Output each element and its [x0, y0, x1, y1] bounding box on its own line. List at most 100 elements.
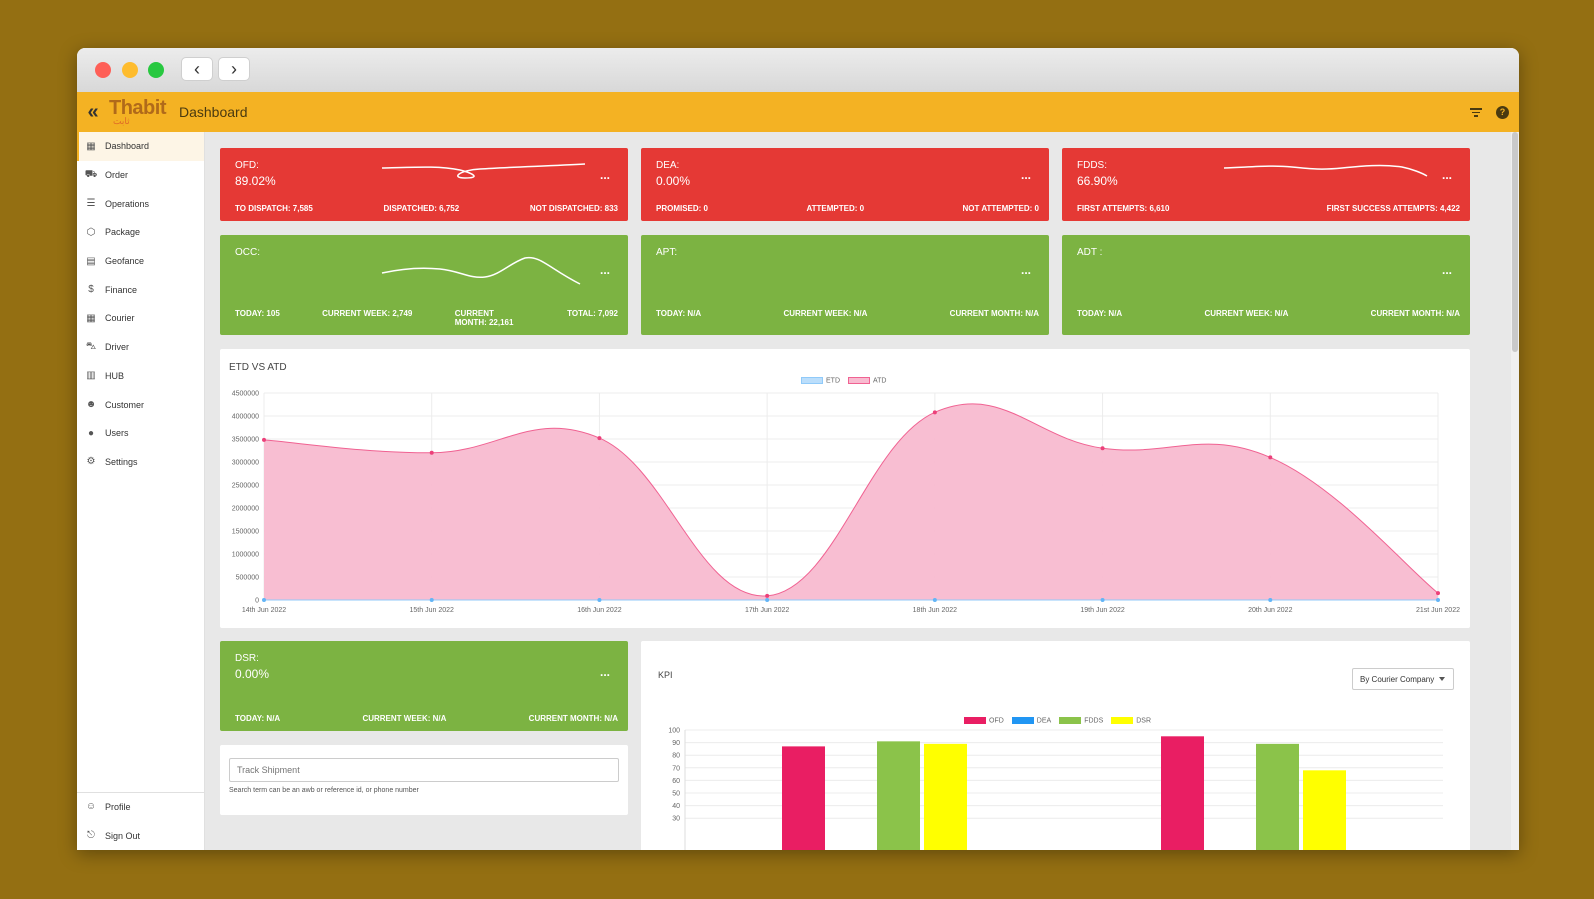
- y-tick-label: 50: [672, 791, 680, 798]
- bar-dsr[interactable]: [924, 743, 967, 850]
- bar-ofd[interactable]: [1161, 736, 1204, 850]
- legend-etd[interactable]: ETD: [801, 377, 840, 384]
- atd-point[interactable]: [429, 450, 434, 455]
- sidebar-item-sign-out[interactable]: ⎋ Sign Out: [77, 821, 204, 850]
- filter-icon[interactable]: [1470, 107, 1482, 117]
- sidebar-item-label: Geofance: [105, 256, 145, 267]
- dashboard-icon: ▦: [86, 140, 96, 152]
- legend-fdds[interactable]: FDDS: [1059, 717, 1103, 724]
- y-tick-label: 4500000: [232, 391, 259, 398]
- etd-point[interactable]: [1436, 598, 1440, 602]
- sidebar-item-settings[interactable]: ⚙ Settings: [77, 448, 204, 477]
- back-button[interactable]: ‹: [181, 57, 213, 81]
- close-window-button[interactable]: [95, 62, 111, 78]
- forward-button[interactable]: ›: [218, 57, 250, 81]
- sidebar-item-users[interactable]: ● Users: [77, 419, 204, 448]
- fdds-sparkline: [1223, 164, 1428, 177]
- fdds-more-button[interactable]: ...: [1441, 168, 1452, 182]
- sidebar-item-package[interactable]: ⬡ Package: [77, 218, 204, 247]
- x-tick-label: 19th Jun 2022: [1080, 607, 1124, 614]
- atd-point[interactable]: [765, 593, 770, 598]
- window-titlebar: ‹ ›: [77, 48, 1519, 92]
- sidebar-item-driver[interactable]: ⛍ Driver: [77, 333, 204, 362]
- etd-point[interactable]: [262, 598, 266, 602]
- occ-title: OCC:: [235, 247, 260, 258]
- box-icon: ⬡: [86, 226, 96, 238]
- apt-title: APT:: [656, 247, 678, 258]
- atd-point[interactable]: [1100, 446, 1105, 451]
- thabit-logo[interactable]: Thabit ثابت: [107, 94, 171, 130]
- adt-stat-current-month: CURRENT MONTH: N/A: [1370, 309, 1460, 318]
- sidebar-item-courier[interactable]: ▦ Courier: [77, 304, 204, 333]
- etd-atd-legend: ETD ATD: [801, 377, 886, 384]
- page-title: Dashboard: [179, 104, 248, 120]
- occ-more-button[interactable]: ...: [599, 263, 610, 277]
- dsr-more-button[interactable]: ...: [599, 665, 610, 679]
- sidebar-item-operations[interactable]: ☰ Operations: [77, 189, 204, 218]
- y-tick-label: 500000: [236, 575, 259, 582]
- dea-more-button[interactable]: ...: [1020, 168, 1031, 182]
- bar-fdds[interactable]: [877, 741, 920, 850]
- dea-card: DEA: 0.00% ... PROMISED: 0 ATTEMPTED: 0 …: [641, 148, 1049, 221]
- legend-atd[interactable]: ATD: [848, 377, 886, 384]
- dea-stat-attempted: ATTEMPTED: 0: [806, 204, 865, 213]
- etd-point[interactable]: [932, 598, 937, 602]
- etd-point[interactable]: [1100, 598, 1105, 602]
- help-icon[interactable]: ?: [1496, 105, 1509, 119]
- people-icon: ☻: [85, 399, 97, 411]
- sidebar-item-hub[interactable]: ▥ HUB: [77, 362, 204, 391]
- collapse-sidebar-button[interactable]: «: [87, 100, 99, 123]
- dashboard-content: OFD: 89.02% ... TO DISPATCH: 7,585 DISPA…: [206, 132, 1511, 850]
- etd-point[interactable]: [597, 598, 602, 602]
- atd-point[interactable]: [932, 410, 937, 415]
- y-tick-label: 40: [672, 803, 680, 810]
- sidebar-item-label: Order: [105, 170, 129, 181]
- ofd-more-button[interactable]: ...: [599, 168, 610, 182]
- atd-point[interactable]: [262, 437, 266, 442]
- fdds-stat-first-attempts: FIRST ATTEMPTS: 6,610: [1077, 204, 1170, 213]
- legend-dea[interactable]: DEA: [1011, 717, 1051, 724]
- ofd-stat-not-dispatched: NOT DISPATCHED: 833: [529, 204, 618, 213]
- scrollbar-thumb[interactable]: [1512, 132, 1518, 352]
- bar-fdds[interactable]: [1256, 743, 1299, 850]
- sidebar-item-geofance[interactable]: ▤ Geofance: [77, 247, 204, 276]
- y-tick-label: 3000000: [232, 460, 259, 467]
- dea-stat-not-attempted: NOT ATTEMPTED: 0: [962, 204, 1039, 213]
- kpi-group-select[interactable]: By Courier Company: [1352, 668, 1454, 690]
- apt-stat-current-month: CURRENT MONTH: N/A: [949, 309, 1039, 318]
- apt-more-button[interactable]: ...: [1020, 263, 1031, 277]
- bar-ofd[interactable]: [782, 746, 825, 850]
- minimize-window-button[interactable]: [122, 62, 138, 78]
- sidebar-item-dashboard[interactable]: ▦ Dashboard: [77, 132, 204, 161]
- atd-point[interactable]: [597, 436, 602, 441]
- sidebar-item-label: Driver: [105, 342, 129, 353]
- ofd-title: OFD:: [235, 160, 259, 171]
- maximize-window-button[interactable]: [148, 62, 164, 78]
- sidebar: ▦ Dashboard ⛟ Order ☰ Operations ⬡ Package ▤ Geof…: [77, 132, 205, 850]
- sign-out-icon: ⎋: [87, 830, 95, 842]
- sidebar-item-label: Users: [105, 428, 129, 439]
- etd-point[interactable]: [765, 598, 770, 602]
- atd-point[interactable]: [1268, 455, 1273, 460]
- y-tick-label: 30: [672, 816, 680, 823]
- occ-stat-today: TODAY: 105: [235, 309, 280, 318]
- page-scrollbar[interactable]: [1511, 132, 1519, 850]
- legend-dsr[interactable]: DSR: [1111, 717, 1151, 724]
- fdds-stat-first-success: FIRST SUCCESS ATTEMPTS: 4,422: [1326, 204, 1460, 213]
- atd-point[interactable]: [1436, 591, 1440, 596]
- bar-dsr[interactable]: [1303, 770, 1346, 850]
- logo-text: Thabit: [109, 97, 167, 119]
- sidebar-item-finance[interactable]: $ Finance: [77, 275, 204, 304]
- etd-point[interactable]: [1268, 598, 1273, 602]
- occ-sparkline: [381, 256, 581, 285]
- track-shipment-input[interactable]: [229, 758, 619, 782]
- map-icon: ▤: [86, 255, 96, 267]
- sidebar-item-profile[interactable]: ☺ Profile: [77, 793, 204, 822]
- legend-ofd[interactable]: OFD: [964, 717, 1004, 724]
- sidebar-item-customer[interactable]: ☻ Customer: [77, 390, 204, 419]
- etd-atd-title: ETD VS ATD: [229, 362, 287, 373]
- sidebar-item-label: HUB: [105, 370, 125, 381]
- sidebar-item-order[interactable]: ⛟ Order: [77, 161, 204, 190]
- etd-point[interactable]: [429, 598, 434, 602]
- adt-more-button[interactable]: ...: [1441, 263, 1452, 277]
